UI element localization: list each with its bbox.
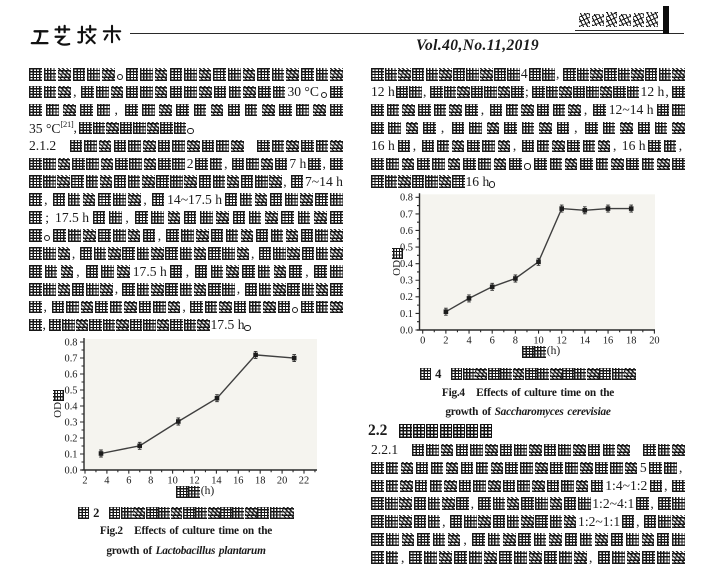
svg-text:0.1: 0.1 xyxy=(400,309,413,320)
svg-text:10: 10 xyxy=(167,476,177,487)
svg-text:0.7: 0.7 xyxy=(400,209,413,220)
svg-text:0.0: 0.0 xyxy=(400,325,413,336)
svg-text:16: 16 xyxy=(233,476,243,487)
svg-text:2: 2 xyxy=(82,476,87,487)
svg-text:0.3: 0.3 xyxy=(65,417,78,428)
svg-text:10: 10 xyxy=(533,336,543,347)
svg-text:0.6: 0.6 xyxy=(65,369,78,380)
svg-text:0.8: 0.8 xyxy=(65,337,78,348)
svg-text:2: 2 xyxy=(443,336,448,347)
svg-text:0.2: 0.2 xyxy=(400,292,413,303)
svg-text:16: 16 xyxy=(603,336,613,347)
svg-text:4: 4 xyxy=(466,336,472,347)
svg-text:0.6: 0.6 xyxy=(400,226,413,237)
svg-text:6: 6 xyxy=(126,476,131,487)
svg-text:0.4: 0.4 xyxy=(400,259,414,270)
svg-text:20: 20 xyxy=(277,476,287,487)
svg-text:0.1: 0.1 xyxy=(65,449,78,460)
svg-text:4: 4 xyxy=(104,476,110,487)
svg-text:18: 18 xyxy=(626,336,636,347)
svg-text:12: 12 xyxy=(557,336,567,347)
svg-text:8: 8 xyxy=(513,336,518,347)
svg-text:0.5: 0.5 xyxy=(400,242,413,253)
svg-text:6: 6 xyxy=(490,336,495,347)
svg-text:0.8: 0.8 xyxy=(400,193,413,204)
svg-text:0.3: 0.3 xyxy=(400,276,413,287)
svg-text:0.0: 0.0 xyxy=(65,465,78,476)
svg-text:0.2: 0.2 xyxy=(65,433,78,444)
svg-text:14: 14 xyxy=(580,336,591,347)
svg-text:20: 20 xyxy=(649,336,659,347)
svg-text:0.5: 0.5 xyxy=(65,385,78,396)
svg-text:14: 14 xyxy=(211,476,222,487)
svg-text:22: 22 xyxy=(299,476,309,487)
svg-text:18: 18 xyxy=(255,476,265,487)
svg-text:0.4: 0.4 xyxy=(65,401,79,412)
svg-text:0: 0 xyxy=(420,336,425,347)
svg-text:8: 8 xyxy=(148,476,153,487)
svg-text:0.7: 0.7 xyxy=(65,353,78,364)
svg-text:12: 12 xyxy=(189,476,199,487)
